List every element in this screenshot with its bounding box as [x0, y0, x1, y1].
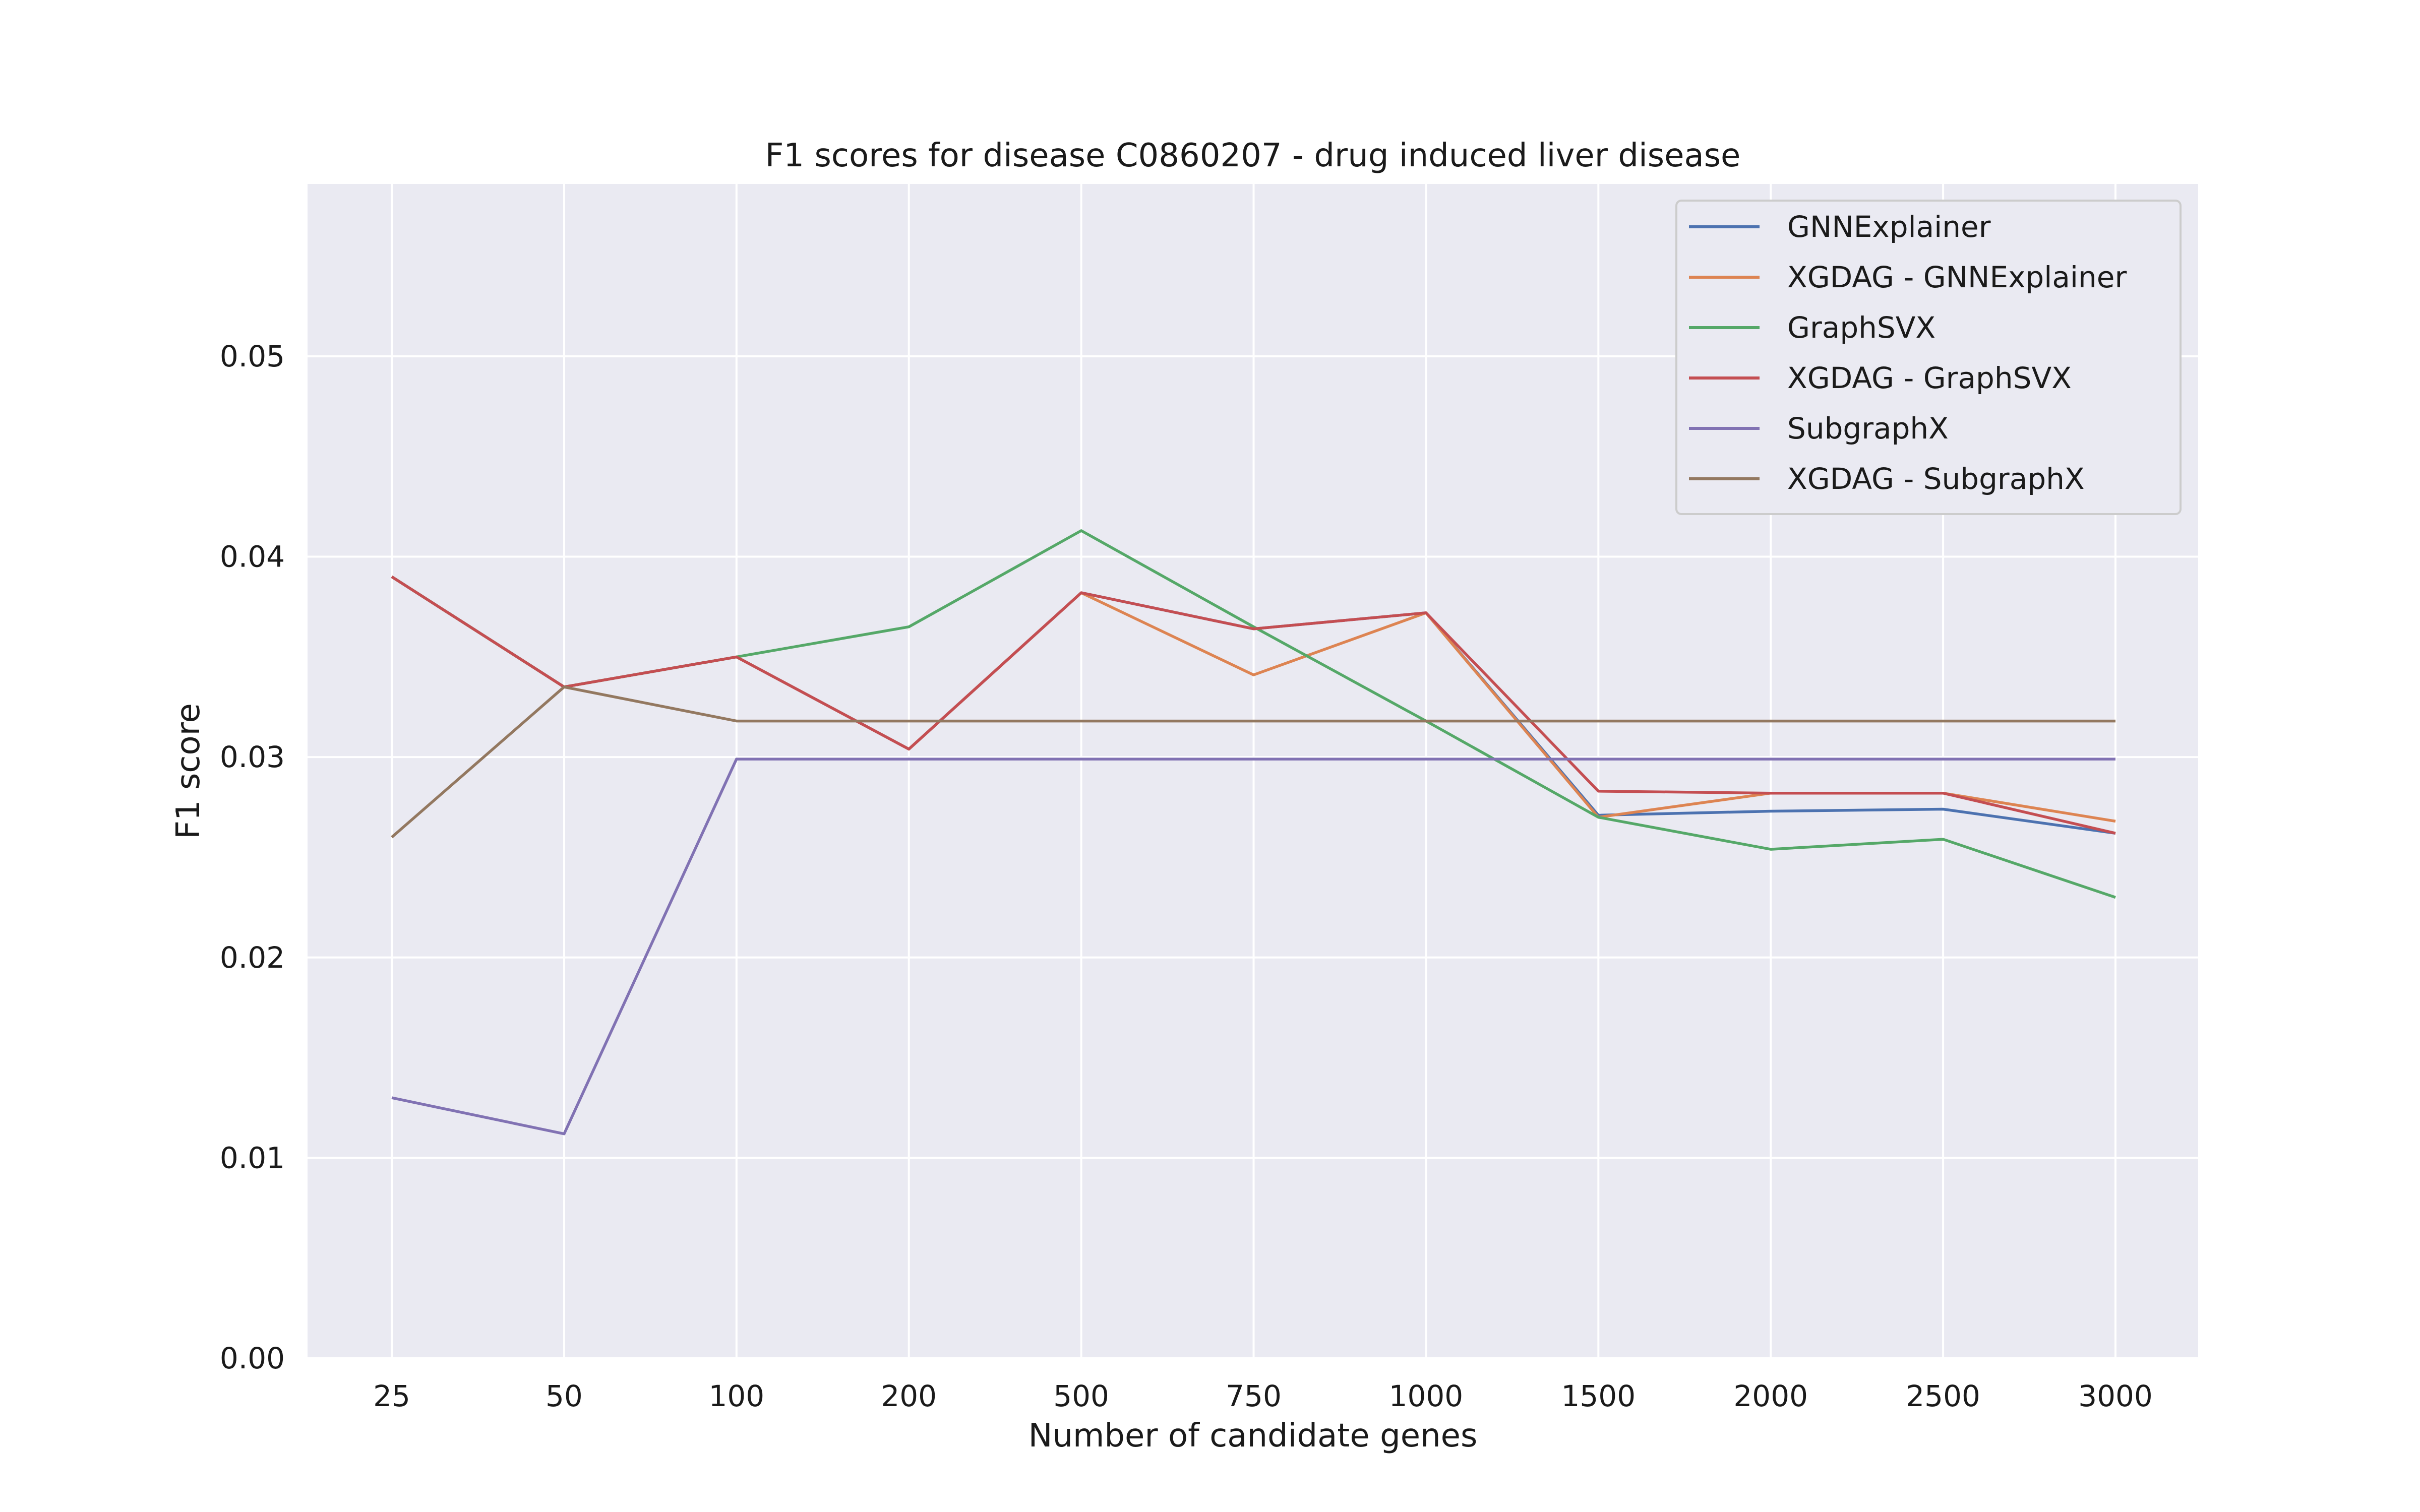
series-line — [391, 758, 2115, 1136]
legend-label: GNNExplainer — [1787, 210, 1991, 244]
x-tick-label: 750 — [1226, 1379, 1282, 1413]
x-tick-label: 50 — [546, 1379, 583, 1413]
x-tick-label: 500 — [1053, 1379, 1109, 1413]
x-axis-label: Number of candidate genes — [1028, 1417, 1478, 1455]
legend-label: XGDAG - GNNExplainer — [1787, 260, 2127, 294]
x-tick-label: 1000 — [1389, 1379, 1464, 1413]
y-tick-label: 0.02 — [220, 940, 285, 975]
legend-label: GraphSVX — [1787, 310, 1935, 345]
legend: GNNExplainer XGDAG - GNNExplainer GraphSVX… — [1675, 200, 2182, 515]
y-tick-label: 0.05 — [220, 339, 285, 373]
x-tick-label: 1500 — [1561, 1379, 1636, 1413]
series-line — [391, 575, 2116, 835]
y-tick-label: 0.01 — [220, 1141, 285, 1175]
legend-box — [1675, 200, 2182, 515]
y-tick-label: 0.03 — [220, 740, 285, 774]
legend-label: XGDAG - GraphSVX — [1787, 361, 2072, 395]
series-line — [391, 685, 2115, 839]
series-subgraphx — [391, 758, 2115, 1136]
y-tick-label: 0.04 — [220, 540, 285, 574]
x-tick-label: 100 — [708, 1379, 764, 1413]
legend-label: XGDAG - SubgraphX — [1787, 462, 2085, 496]
x-tick-labels: 25 50 100 200 500 750 1000 1500 2000 2500 3000 — [373, 1379, 2153, 1413]
y-axis-label: F1 score — [170, 703, 207, 839]
y-tick-labels: 0.00 0.01 0.02 0.03 0.04 0.05 — [220, 339, 285, 1375]
y-tick-label: 0.00 — [220, 1341, 285, 1375]
series-lines — [391, 529, 2116, 1136]
x-tick-label: 200 — [881, 1379, 937, 1413]
series-xgdag-subgraphx — [391, 685, 2115, 839]
x-tick-label: 2000 — [1733, 1379, 1808, 1413]
legend-label: SubgraphX — [1787, 411, 1949, 446]
series-xgdag-graphsvx — [391, 575, 2116, 835]
x-tick-label: 25 — [373, 1379, 410, 1413]
chart-title: F1 scores for disease C0860207 - drug in… — [765, 137, 1741, 174]
x-tick-label: 2500 — [1906, 1379, 1980, 1413]
x-tick-label: 3000 — [2078, 1379, 2153, 1413]
